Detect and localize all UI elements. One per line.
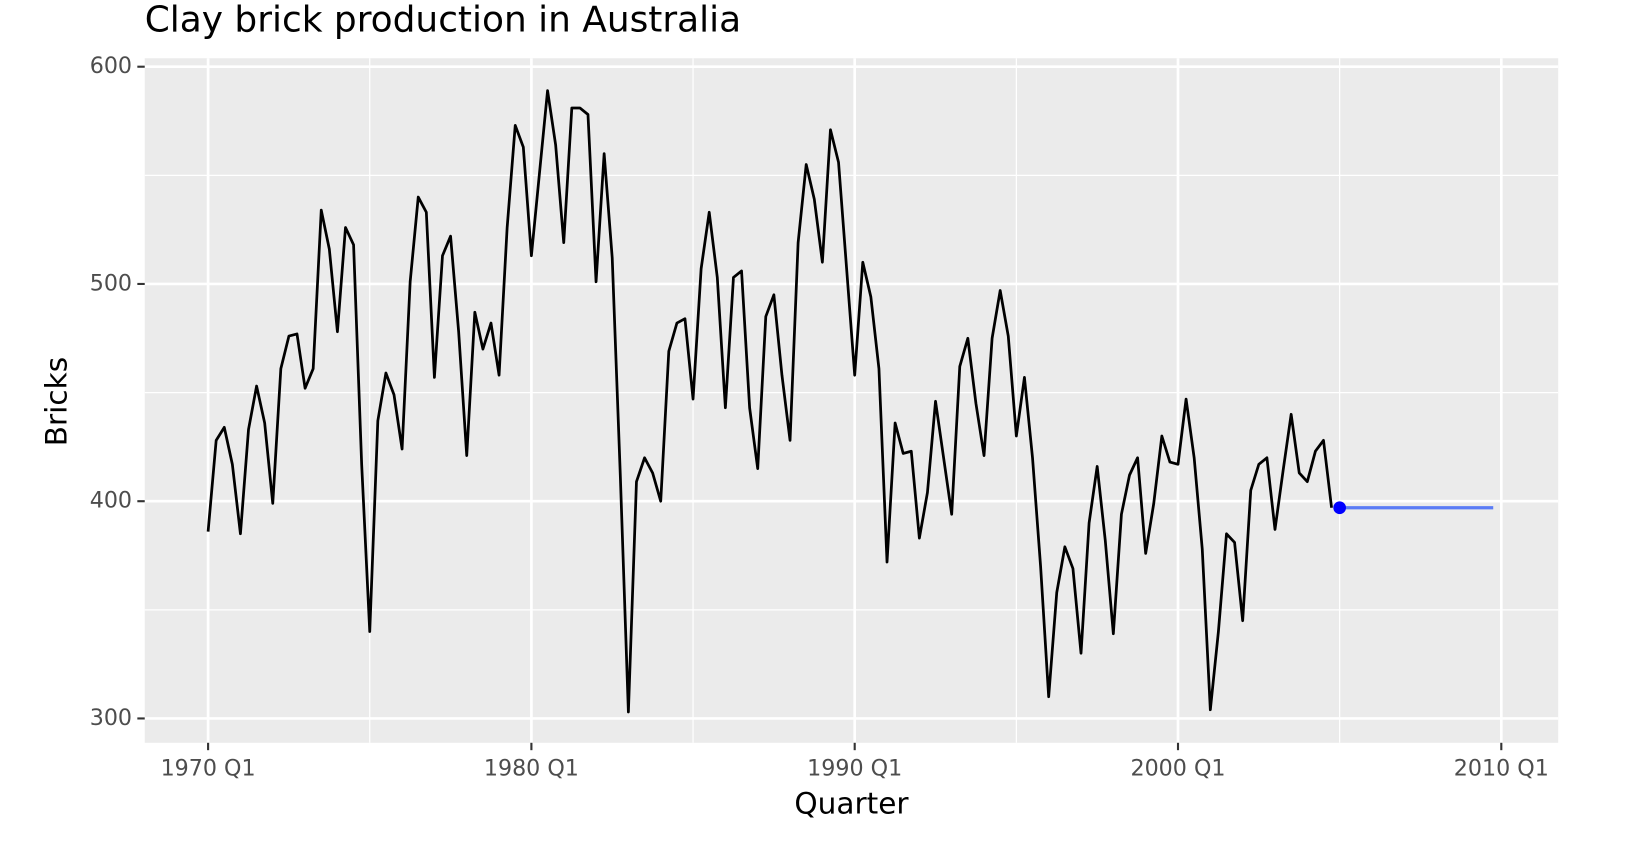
y-tick-label: 400	[90, 488, 132, 514]
chart-title: Clay brick production in Australia	[145, 0, 741, 40]
y-tick-label: 500	[90, 270, 132, 296]
x-tick-label: 1990 Q1	[807, 756, 902, 782]
forecast-point	[1333, 501, 1346, 515]
panel	[144, 58, 1559, 743]
x-tick-label: 2010 Q1	[1454, 756, 1549, 782]
x-tick-label: 2000 Q1	[1130, 756, 1225, 782]
y-axis-title: Bricks	[40, 357, 74, 446]
x-tick-label: 1980 Q1	[484, 756, 579, 782]
x-tick-label: 1970 Q1	[161, 756, 256, 782]
y-tick-label: 300	[90, 705, 132, 731]
series-line	[206, 89, 1333, 714]
x-axis-title: Quarter	[794, 787, 909, 821]
y-tick-label: 600	[90, 53, 132, 79]
